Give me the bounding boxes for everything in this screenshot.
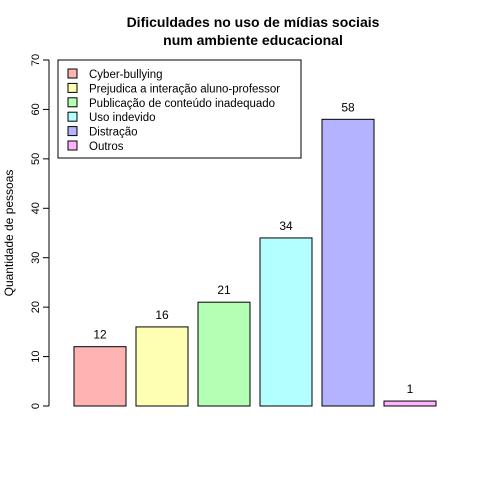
- legend-swatch: [67, 111, 78, 122]
- y-tick-label: 70: [30, 54, 42, 66]
- legend-entry: Outros: [89, 141, 124, 153]
- y-tick-label: 20: [30, 301, 42, 313]
- bar-1: [73, 346, 127, 407]
- bar-6: [383, 400, 437, 407]
- y-tick-label: 10: [30, 350, 42, 362]
- bar-value-label: 21: [217, 283, 231, 297]
- bar-value-label: 34: [279, 219, 293, 233]
- bars: [73, 118, 437, 407]
- legend-swatch: [67, 68, 78, 79]
- bar-3: [197, 301, 251, 407]
- legend-entry: Distração: [89, 127, 138, 139]
- bar-value-label: 16: [155, 308, 169, 322]
- legend-entry: Publicação de conteúdo inadequado: [89, 98, 275, 110]
- legend-swatch: [67, 82, 78, 93]
- y-tick-label: 40: [30, 202, 42, 214]
- legend-entry: Prejudica a interação aluno-professor: [89, 83, 280, 95]
- legend-entry: Uso indevido: [89, 112, 155, 124]
- bar-4: [259, 237, 313, 407]
- y-tick-label: 0: [30, 403, 42, 409]
- legend-entry: Cyber-bullying: [89, 69, 163, 81]
- bar-value-labels: 12 16 21 34 58 1: [93, 100, 413, 396]
- legend-swatch: [67, 126, 78, 137]
- chart-title-line-2: num ambiente educacional: [163, 32, 343, 48]
- bar-5: [321, 118, 375, 407]
- y-tick-label: 50: [30, 153, 42, 165]
- bar-2: [135, 326, 189, 407]
- legend: Cyber-bullying Prejudica a interação alun…: [57, 59, 302, 159]
- y-tick-label: 60: [30, 103, 42, 115]
- y-axis: 0 10 20 30 40 50 60 70: [30, 54, 50, 409]
- bar-value-label: 1: [407, 382, 414, 396]
- bar-value-label: 12: [93, 328, 107, 342]
- legend-box: [57, 59, 302, 159]
- bar-value-label: 58: [341, 100, 355, 114]
- legend-swatch: [67, 140, 78, 151]
- legend-swatch: [67, 97, 78, 108]
- y-tick-label: 30: [30, 252, 42, 264]
- y-axis-label: Quantidade de pessoas: [2, 170, 16, 297]
- chart-title-line-1: Dificuldades no uso de mídias sociais: [127, 14, 380, 30]
